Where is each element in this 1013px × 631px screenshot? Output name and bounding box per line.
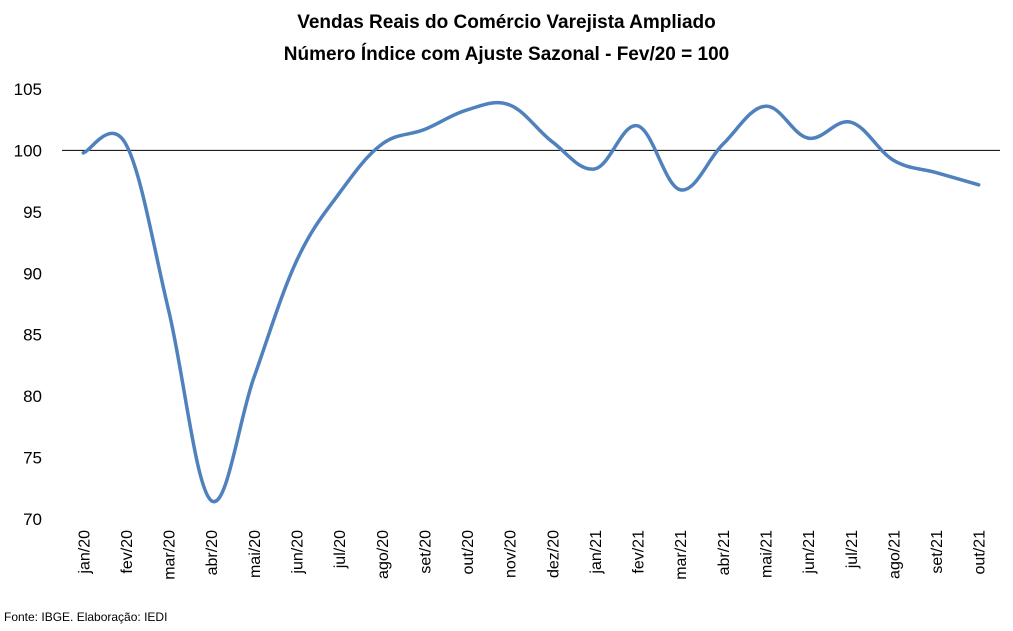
x-tick-label: nov/20 [503,530,520,578]
x-tick-label: jun/21 [801,530,818,575]
y-tick-label: 105 [14,80,42,99]
data-point [849,120,853,124]
data-point [337,191,341,195]
data-point [636,124,640,128]
data-point [167,308,171,312]
data-point [678,188,682,192]
data-point [550,140,554,144]
x-tick-label: jan/21 [588,530,605,575]
data-point [465,108,469,112]
data-point [422,128,426,132]
data-point [124,142,128,146]
x-tick-label: out/20 [460,530,477,575]
x-tick-label: fev/20 [119,530,136,574]
chart-title: Vendas Reais do Comércio Varejista Ampli… [297,12,716,33]
data-point [806,136,810,140]
x-tick-label: out/21 [972,530,989,575]
x-tick-label: abr/20 [204,530,221,575]
y-tick-label: 80 [23,387,42,406]
y-tick-label: 95 [23,203,42,222]
y-tick-label: 70 [23,510,42,529]
x-tick-label: jul/21 [844,530,861,569]
data-point [81,151,85,155]
data-point [977,183,981,187]
data-point [721,142,725,146]
x-tick-label: mar/21 [673,530,690,580]
data-point [380,142,384,146]
x-tick-label: mar/20 [162,530,179,580]
y-tick-label: 75 [23,449,42,468]
x-tick-label: set/20 [417,530,434,574]
source-note: Fonte: IBGE. Elaboração: IEDI [4,610,168,624]
y-tick-label: 100 [14,141,42,160]
x-tick-label: abr/21 [716,530,733,575]
x-tick-label: jul/20 [332,530,349,569]
x-tick-label: mai/21 [759,530,776,578]
y-tick-label: 90 [23,264,42,283]
y-tick-label: 85 [23,326,42,345]
data-point [764,104,768,108]
x-tick-label: ago/21 [886,530,903,579]
data-point [508,103,512,107]
x-tick-label: set/21 [929,530,946,574]
data-point [209,499,213,503]
data-point [934,171,938,175]
data-point [891,158,895,162]
chart-subtitle: Número Índice com Ajuste Sazonal - Fev/2… [283,44,730,65]
x-tick-label: jan/20 [76,530,93,575]
data-point [295,259,299,263]
x-tick-label: fev/21 [631,530,648,574]
series-line [81,100,981,504]
data-point [252,376,256,380]
x-tick-label: ago/20 [375,530,392,579]
x-tick-label: jun/20 [290,530,307,575]
data-point [593,167,597,171]
x-tick-label: dez/20 [545,530,562,578]
x-tick-label: mai/20 [247,530,264,578]
